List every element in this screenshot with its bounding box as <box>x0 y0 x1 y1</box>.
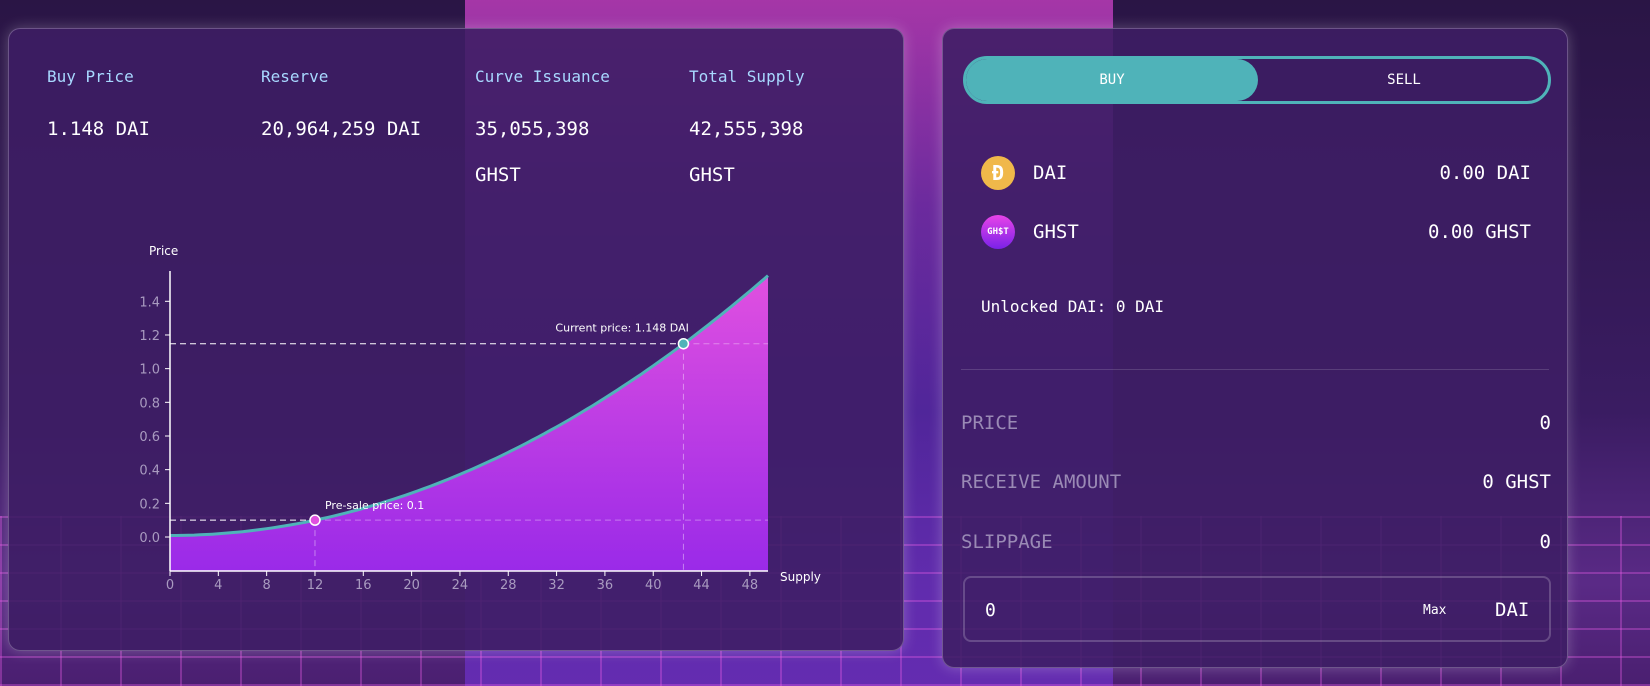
amount-input[interactable]: 0 Max DAI <box>963 576 1551 642</box>
x-tick-label: 36 <box>597 578 614 593</box>
stat-total-supply: Total Supply 42,555,398 GHST <box>689 67 889 198</box>
row-value: 0 GHST <box>1482 471 1551 493</box>
stat-value: 35,055,398 GHST <box>475 118 590 186</box>
bonding-curve-chart: 0.00.20.40.60.81.01.21.40 4 8 12 16 20 24 28 32 3… <box>139 244 821 593</box>
x-tick-label: 20 <box>403 578 420 593</box>
annotation-label: Current price: 1.148 DAI <box>555 322 688 335</box>
x-tick-label: 28 <box>500 578 517 593</box>
unlocked-dai: Unlocked DAI: 0 DAI <box>981 297 1165 316</box>
stat-label: Total Supply <box>689 67 805 86</box>
row-label: PRICE <box>961 412 1019 434</box>
y-tick-label: 0.0 <box>139 531 160 546</box>
x-tick-label: 48 <box>742 578 759 593</box>
curve-area <box>170 275 768 571</box>
buy-tab[interactable]: BUY <box>966 59 1258 101</box>
token-ghst: GH$T GHST 0.00 GHST <box>981 215 1531 249</box>
sell-tab[interactable]: SELL <box>1387 72 1421 88</box>
x-tick-label: 24 <box>452 578 469 593</box>
slippage-row: SLIPPAGE 0 <box>961 531 1551 553</box>
divider <box>961 369 1549 370</box>
annotation-label: Pre-sale price: 0.1 <box>325 499 424 512</box>
row-value: 0 <box>1539 412 1551 434</box>
currency-label: DAI <box>1495 599 1530 621</box>
x-tick-label: 8 <box>263 578 271 593</box>
token-amount: 0.00 DAI <box>1439 162 1531 184</box>
y-tick-label: 1.2 <box>139 329 160 344</box>
dai-icon: Đ <box>981 156 1015 190</box>
y-tick-label: 0.2 <box>139 497 160 512</box>
trade-panel: BUY SELL Đ DAI 0.00 DAI GH$T GHST 0.00 G… <box>942 28 1568 668</box>
receive-row: RECEIVE AMOUNT 0 GHST <box>961 471 1551 493</box>
y-tick-label: 0.8 <box>139 396 160 411</box>
buy-sell-toggle: BUY SELL <box>963 56 1551 104</box>
row-label: SLIPPAGE <box>961 531 1053 553</box>
token-dai: Đ DAI 0.00 DAI <box>981 156 1531 190</box>
x-tick-label: 40 <box>645 578 662 593</box>
y-axis-label: Price <box>149 244 178 258</box>
y-tick-label: 1.4 <box>139 295 160 310</box>
x-tick-label: 12 <box>307 578 324 593</box>
price-row: PRICE 0 <box>961 412 1551 434</box>
row-value: 0 <box>1539 531 1551 553</box>
stat-label: Curve Issuance <box>475 67 610 86</box>
annotation-point <box>309 514 321 526</box>
x-tick-label: 0 <box>166 578 174 593</box>
x-tick-label: 4 <box>214 578 222 593</box>
x-tick-label: 44 <box>693 578 710 593</box>
annotation-point <box>677 337 690 350</box>
row-label: RECEIVE AMOUNT <box>961 471 1122 493</box>
token-name: GHST <box>1033 221 1079 243</box>
curve-line <box>170 274 769 537</box>
token-name: DAI <box>1033 162 1068 184</box>
stat-label: Buy Price <box>47 67 134 86</box>
y-tick-label: 1.0 <box>139 363 160 378</box>
stat-value: 42,555,398 GHST <box>689 118 804 186</box>
ghst-icon: GH$T <box>981 215 1015 249</box>
stat-value: 20,964,259 DAI <box>261 118 422 140</box>
curve-panel: Buy Price 1.148 DAI Reserve 20,964,259 DAI… <box>8 28 904 651</box>
stat-buy-price: Buy Price 1.148 DAI <box>47 67 247 152</box>
amount-value[interactable]: 0 <box>985 600 996 621</box>
y-tick-label: 0.4 <box>139 464 160 479</box>
stat-reserve: Reserve 20,964,259 DAI <box>261 67 461 152</box>
x-tick-label: 16 <box>355 578 372 593</box>
stat-label: Reserve <box>261 67 329 86</box>
stat-value: 1.148 DAI <box>47 118 150 140</box>
stat-curve-issuance: Curve Issuance 35,055,398 GHST <box>475 67 675 198</box>
y-tick-label: 0.6 <box>139 430 160 445</box>
max-button[interactable]: Max <box>1423 603 1447 618</box>
x-axis-label: Supply <box>780 570 821 584</box>
token-amount: 0.00 GHST <box>1428 221 1531 243</box>
x-tick-label: 32 <box>548 578 565 593</box>
